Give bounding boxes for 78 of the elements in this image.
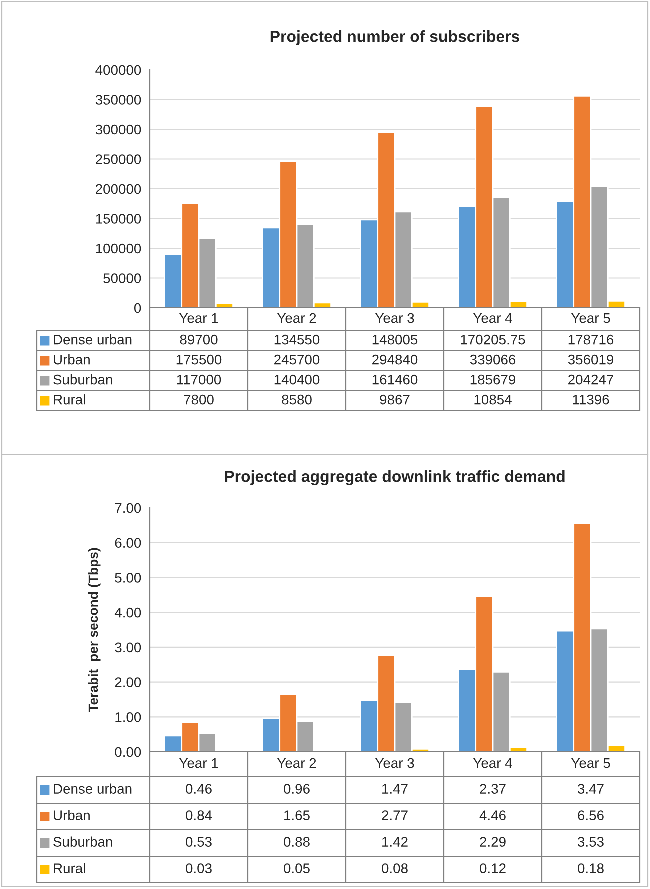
y-tick-label: 5.00 <box>115 573 142 583</box>
data-label: 2.77 <box>382 810 408 820</box>
y-tick-label: 200000 <box>96 184 142 194</box>
y-tick-label: 0 <box>134 303 142 314</box>
x-tick-label: Year 2 <box>277 313 316 324</box>
x-tick-label: Year 2 <box>277 758 316 768</box>
data-label: 7800 <box>184 394 214 405</box>
data-label: 0.05 <box>284 864 310 874</box>
data-label: 10854 <box>474 394 512 405</box>
y-tick-label: 50000 <box>104 274 142 284</box>
data-label: 356019 <box>568 354 614 365</box>
data-label: 2.29 <box>480 837 506 847</box>
chart-title: Projected aggregate downlink traffic demand <box>225 470 565 486</box>
data-label: 185679 <box>470 374 516 385</box>
y-tick-label: 0.00 <box>115 747 142 758</box>
y-tick-label: 3.00 <box>115 642 142 653</box>
legend-label: Rural <box>54 863 86 874</box>
legend-label: Dense urban <box>54 334 132 345</box>
x-tick-label: Year 3 <box>375 313 414 324</box>
data-label: 170205.75 <box>461 334 526 345</box>
y-tick-label: 4.00 <box>114 608 142 618</box>
data-label: 89700 <box>180 334 218 345</box>
data-label: 1.42 <box>382 837 408 847</box>
data-label: 1.65 <box>284 810 310 820</box>
data-label: 175500 <box>176 354 222 365</box>
data-label: 178716 <box>568 334 614 345</box>
x-tick-label: Year 1 <box>179 758 218 768</box>
data-label: 117000 <box>177 374 222 385</box>
y-tick-label: 2.00 <box>115 678 142 688</box>
x-tick-label: Year 5 <box>571 758 610 768</box>
data-label: 294840 <box>372 354 418 365</box>
y-tick-label: 100000 <box>96 244 142 254</box>
y-tick-label: 400000 <box>96 65 142 76</box>
data-label: 339066 <box>470 354 516 365</box>
data-label: 8580 <box>282 394 312 405</box>
data-label: 1.47 <box>382 784 408 794</box>
data-label: 204247 <box>568 374 614 385</box>
data-label: 0.46 <box>186 784 212 794</box>
data-label: 0.88 <box>284 837 310 847</box>
data-label: 140400 <box>274 374 320 385</box>
y-tick-label: 150000 <box>96 214 142 224</box>
chart-title: Projected number of subscribers <box>270 30 520 46</box>
legend-label: Suburban <box>54 374 112 385</box>
data-label: 161460 <box>372 374 418 385</box>
x-tick-label: Year 1 <box>179 314 218 324</box>
y-tick-label: 350000 <box>96 95 142 105</box>
y-tick-label: 6.00 <box>115 538 142 548</box>
data-label: 9867 <box>380 394 410 405</box>
legend-label: Rural <box>54 394 86 405</box>
data-label: 245700 <box>274 354 320 365</box>
x-tick-label: Year 4 <box>473 758 512 768</box>
data-label: 0.03 <box>186 864 212 874</box>
data-label: 148005 <box>372 334 418 345</box>
data-label: 3.53 <box>578 837 604 847</box>
data-label: 134550 <box>274 334 320 345</box>
y-tick-label: 7.00 <box>115 503 142 514</box>
data-label: 2.37 <box>480 784 506 794</box>
data-label: 0.12 <box>480 864 506 874</box>
legend-label: Urban <box>54 354 90 365</box>
legend-label: Urban <box>54 810 90 820</box>
legend-label: Suburban <box>54 836 112 847</box>
y-tick-label: 1.00 <box>116 712 142 722</box>
y-tick-label: 300000 <box>96 124 142 135</box>
data-label: 0.84 <box>186 810 212 820</box>
y-tick-label: 250000 <box>96 154 142 164</box>
data-label: 6.56 <box>578 810 604 820</box>
data-label: 0.18 <box>578 864 604 874</box>
data-label: 0.08 <box>382 864 408 874</box>
x-tick-label: Year 4 <box>473 314 512 324</box>
legend-label: Dense urban <box>54 784 132 794</box>
y-axis-title: Terabit per second (Tbps) <box>88 548 101 712</box>
data-label: 4.46 <box>480 810 506 820</box>
data-label: 3.47 <box>578 784 604 794</box>
x-tick-label: Year 3 <box>375 758 414 768</box>
data-label: 0.96 <box>284 784 310 794</box>
data-label: 11396 <box>573 394 610 405</box>
x-tick-label: Year 5 <box>571 314 610 324</box>
data-label: 0.53 <box>186 837 212 847</box>
